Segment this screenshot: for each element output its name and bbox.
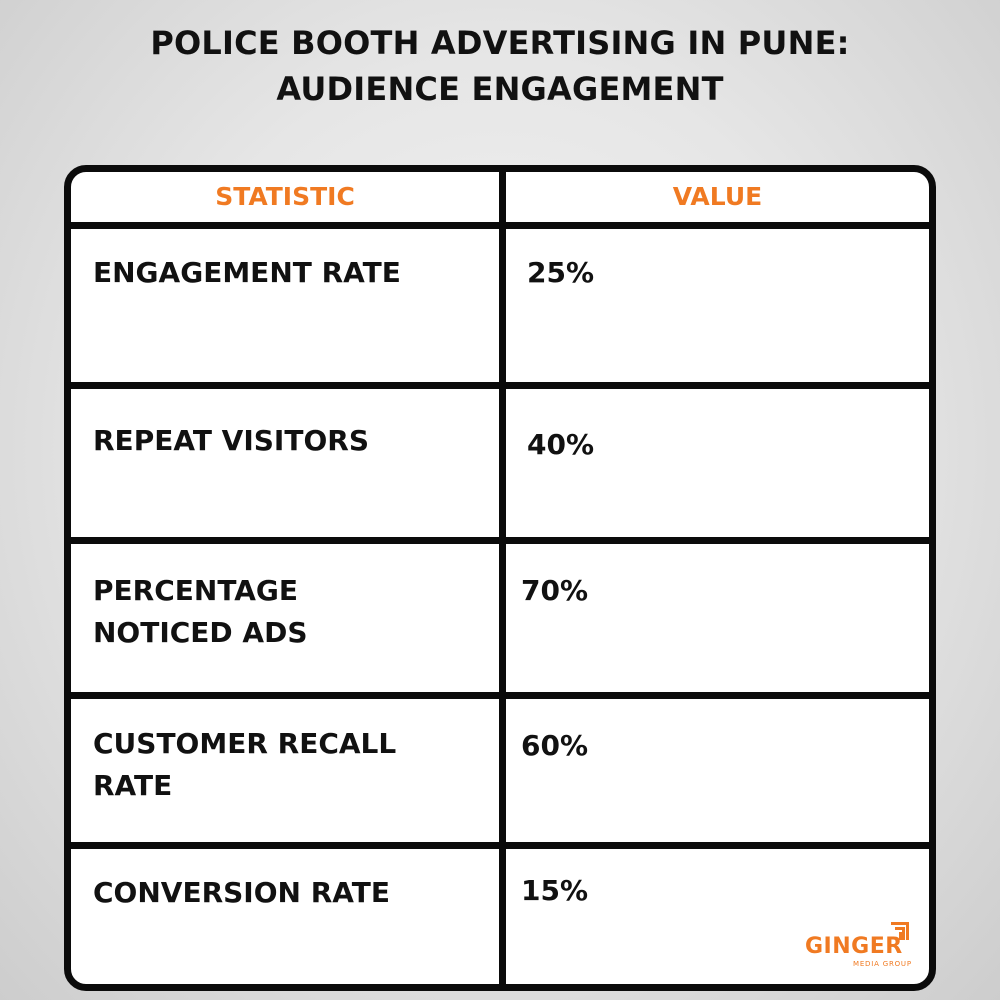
column-divider [499, 172, 506, 984]
statistic-cell: CONVERSION RATE [93, 876, 390, 909]
title-line-2: AUDIENCE ENGAGEMENT [276, 70, 724, 108]
table-row: PERCENTAGE NOTICED ADS 70% [71, 537, 929, 692]
table-row: CUSTOMER RECALL RATE 60% [71, 692, 929, 842]
logo-tagline: MEDIA GROUP [853, 960, 912, 968]
table-row: ENGAGEMENT RATE 25% [71, 222, 929, 382]
value-cell: 70% [521, 574, 589, 607]
logo-mark-icon [891, 922, 909, 940]
statistic-cell: ENGAGEMENT RATE [93, 256, 401, 289]
statistic-cell: PERCENTAGE NOTICED ADS [93, 574, 308, 649]
header-statistic: STATISTIC [215, 182, 355, 211]
logo-wordmark: GINGER [805, 934, 903, 959]
page-title: POLICE BOOTH ADVERTISING IN PUNE: AUDIEN… [0, 20, 1000, 112]
value-cell: 40% [527, 428, 595, 461]
title-line-1: POLICE BOOTH ADVERTISING IN PUNE: [150, 24, 850, 62]
value-cell: 60% [521, 729, 589, 762]
ginger-logo: GINGER MEDIA GROUP [805, 922, 915, 974]
statistic-cell: CUSTOMER RECALL RATE [93, 727, 397, 802]
table-row: REPEAT VISITORS 40% [71, 382, 929, 537]
value-cell: 25% [527, 256, 595, 289]
value-cell: 15% [521, 874, 589, 907]
table-header-row: STATISTIC VALUE [71, 172, 929, 222]
statistics-table: STATISTIC VALUE ENGAGEMENT RATE 25% REPE… [64, 165, 936, 991]
header-value: VALUE [672, 182, 763, 211]
statistic-cell: REPEAT VISITORS [93, 424, 369, 457]
table-row: CONVERSION RATE 15% [71, 842, 929, 984]
